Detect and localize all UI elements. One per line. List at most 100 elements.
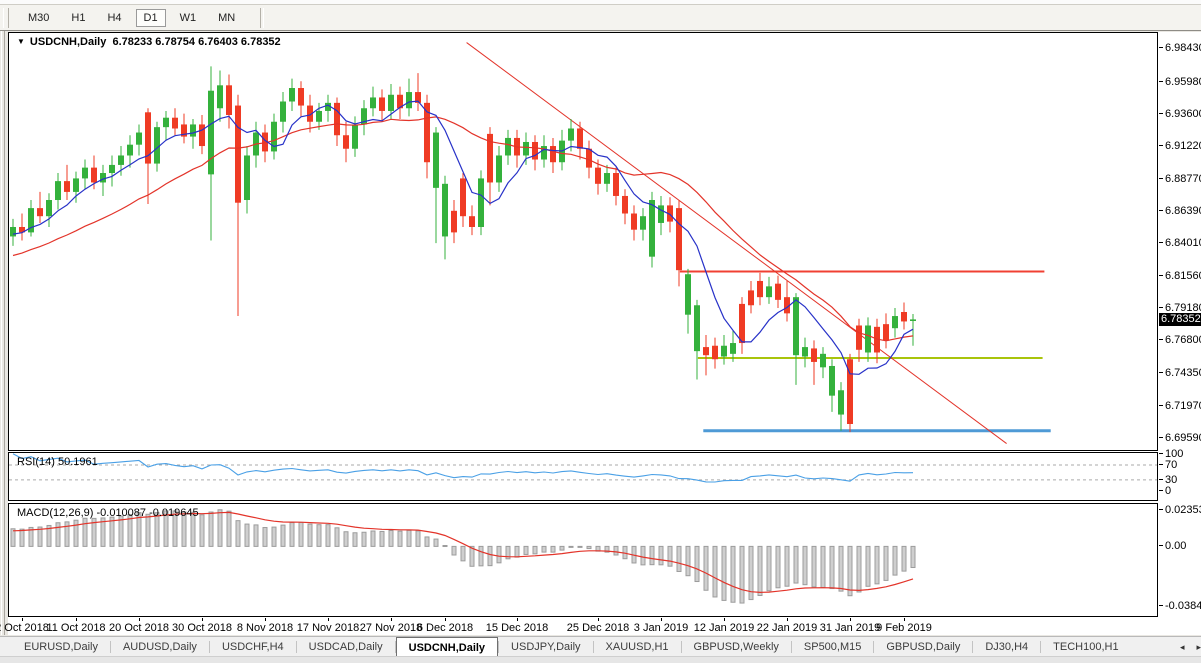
rsi-indicator-pane[interactable]: RSI(14) 50.1961	[8, 452, 1158, 501]
time-axis-label: 22 Jan 2019	[756, 622, 818, 634]
price-axis-label: 6.76800	[1159, 334, 1201, 346]
price-axis-label: 6.91220	[1159, 140, 1201, 152]
price-axis[interactable]: 6.98430 6.95980 6.93600 6.91220 6.88770 6.863…	[1159, 32, 1201, 617]
time-axis-tick	[517, 618, 518, 621]
tab-scroll-right-icon[interactable]: ▸	[1196, 641, 1201, 652]
tab-separator	[790, 641, 792, 653]
tab-separator	[208, 641, 210, 653]
main-chart-pane[interactable]: ▼ USDCNH,Daily 6.78233 6.78754 6.76403 6.…	[8, 32, 1158, 451]
tab-audusd-daily[interactable]: AUDUSD,Daily	[122, 641, 197, 653]
rsi-axis-label: 30	[1159, 474, 1177, 486]
time-axis-label: 30 Oct 2018	[172, 622, 232, 634]
time-axis-tick	[724, 618, 725, 621]
tab-separator	[498, 641, 500, 653]
macd-axis-label: 0.00	[1159, 540, 1186, 552]
tab-separator	[1040, 641, 1042, 653]
time-axis-tick	[661, 618, 662, 621]
time-axis-label: 20 Oct 2018	[109, 622, 169, 634]
tab-sp500-m15[interactable]: SP500,M15	[803, 641, 862, 653]
time-axis-label: 9 Feb 2019	[876, 622, 932, 634]
tab-usdcnh-daily[interactable]: USDCNH,Daily	[395, 637, 499, 657]
timeframe-button-h4[interactable]: H4	[107, 11, 122, 24]
price-axis-label: 6.84010	[1159, 237, 1201, 249]
time-axis-label: 25 Dec 2018	[566, 622, 630, 634]
timeframe-button-mn[interactable]: MN	[218, 11, 236, 24]
price-axis-label: 6.74350	[1159, 367, 1201, 379]
time-axis-tick	[202, 618, 203, 621]
time-axis-tick	[328, 618, 329, 621]
rsi-axis-label: 0	[1159, 485, 1171, 497]
time-axis-tick	[76, 618, 77, 621]
toolbar-divider	[260, 7, 265, 28]
tab-gbpusd-weekly[interactable]: GBPUSD,Weekly	[693, 641, 779, 653]
price-axis-label: 6.93600	[1159, 108, 1201, 120]
candlestick-chart[interactable]	[9, 33, 1157, 450]
toolbar-separator-line	[0, 30, 1201, 31]
rsi-value: 50.1961	[57, 456, 98, 468]
tab-gbpusd-daily[interactable]: GBPUSD,Daily	[886, 641, 961, 653]
time-axis-tick	[265, 618, 266, 621]
chart-ohlc-text: 6.78233 6.78754 6.76403 6.78352	[112, 36, 281, 48]
price-axis-label: 6.95980	[1159, 76, 1201, 88]
timeframe-button-m30[interactable]: M30	[28, 11, 50, 24]
rsi-label: RSI(14) 50.1961	[17, 456, 98, 468]
macd-value: -0.010087 -0.019645	[96, 507, 199, 519]
price-axis-label: 6.79180	[1159, 302, 1201, 314]
time-axis-label: 12 Jan 2019	[693, 622, 755, 634]
time-axis-tick	[904, 618, 905, 621]
timeframe-button-h1[interactable]: H1	[71, 11, 86, 24]
time-axis-tick	[139, 618, 140, 621]
chart-symbol-text: USDCNH,Daily	[29, 36, 107, 48]
time-axis-label: 3 Jan 2019	[633, 622, 689, 634]
macd-plot[interactable]	[9, 504, 1157, 616]
tab-eurusd-daily[interactable]: EURUSD,Daily	[24, 641, 98, 653]
price-axis-label: 6.88770	[1159, 173, 1201, 185]
rsi-axis-label: 100	[1159, 448, 1183, 460]
time-axis-label: 6 Dec 2018	[416, 622, 474, 634]
tab-scroll-left-icon[interactable]: ◂	[1179, 641, 1185, 652]
tab-separator	[972, 641, 974, 653]
time-axis-tick	[445, 618, 446, 621]
tab-usdchf-h4[interactable]: USDCHF,H4	[221, 641, 284, 653]
tab-tech100-h1[interactable]: TECH100,H1	[1053, 641, 1119, 653]
time-axis-label: 8 Nov 2018	[236, 622, 294, 634]
time-axis-label: 2 Oct 2018	[0, 622, 49, 634]
macd-label: MACD(12,26,9) -0.010087 -0.019645	[17, 507, 199, 519]
time-axis[interactable]: 2 Oct 2018 11 Oct 2018 20 Oct 2018 30 Oct 2…	[0, 618, 1201, 635]
timeframe-buttons: M30 H1 H4 D1 W1 MN	[17, 8, 246, 27]
timeframe-button-d1[interactable]: D1	[135, 8, 166, 27]
macd-indicator-pane[interactable]: MACD(12,26,9) -0.010087 -0.019645	[8, 503, 1158, 617]
time-axis-tick	[391, 618, 392, 621]
macd-axis-label: -0.038466	[1159, 600, 1201, 612]
macd-name: MACD(12,26,9)	[17, 507, 94, 519]
tab-separator	[680, 641, 682, 653]
time-axis-tick	[787, 618, 788, 621]
triangle-down-icon: ▼	[17, 37, 25, 46]
tab-separator	[873, 641, 875, 653]
time-axis-tick	[22, 618, 23, 621]
rsi-name: RSI(14)	[17, 456, 55, 468]
toolbar-gripper[interactable]	[3, 7, 9, 28]
tab-dj30-h4[interactable]: DJ30,H4	[985, 641, 1029, 653]
tab-separator	[295, 641, 297, 653]
price-axis-label: 6.69590	[1159, 432, 1201, 444]
macd-axis-label: 0.023534	[1159, 504, 1201, 516]
price-axis-label: 6.71970	[1159, 400, 1201, 412]
current-price-box: 6.78352	[1159, 313, 1201, 327]
chart-window: ▼ USDCNH,Daily 6.78233 6.78754 6.76403 6.…	[0, 32, 1201, 635]
rsi-axis-label: 70	[1159, 459, 1177, 471]
tab-usdjpy-daily[interactable]: USDJPY,Daily	[511, 641, 581, 653]
window-top-strip	[0, 0, 1201, 5]
tab-separator	[394, 641, 396, 653]
left-window-edge	[0, 31, 7, 635]
price-axis-label: 6.98430	[1159, 42, 1201, 54]
time-axis-tick	[598, 618, 599, 621]
tab-xauusd-h1[interactable]: XAUUSD,H1	[605, 641, 669, 653]
rsi-plot[interactable]	[9, 453, 1157, 500]
tab-usdcad-daily[interactable]: USDCAD,Daily	[308, 641, 383, 653]
chart-symbol-label: ▼ USDCNH,Daily 6.78233 6.78754 6.76403 6.…	[17, 36, 281, 48]
time-axis-label: 31 Jan 2019	[819, 622, 881, 634]
chart-tab-bar: EURUSD,Daily AUDUSD,Daily USDCHF,H4 USDCAD,…	[0, 636, 1201, 657]
price-axis-label: 6.81560	[1159, 270, 1201, 282]
timeframe-button-w1[interactable]: W1	[179, 11, 197, 24]
